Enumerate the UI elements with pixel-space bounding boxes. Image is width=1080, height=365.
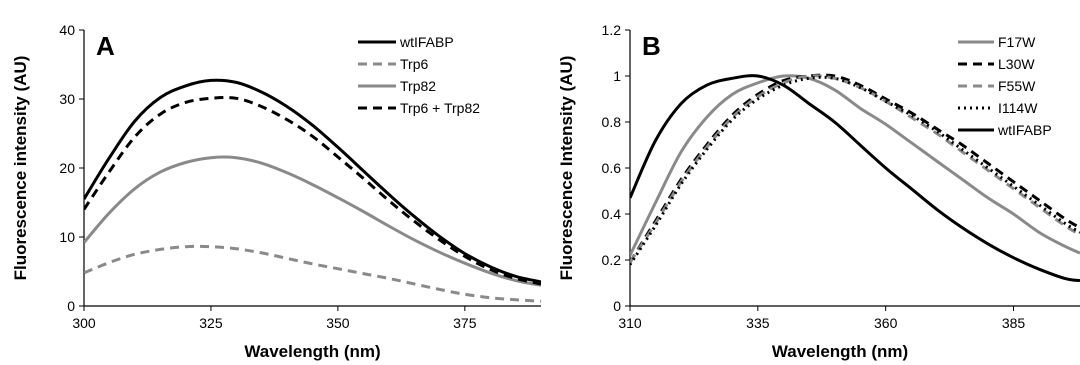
legend-label: L30W [998, 56, 1035, 72]
y-tick-label: 10 [59, 229, 75, 245]
y-tick-label: 0.6 [602, 160, 622, 176]
legend-label: I114W [998, 100, 1038, 116]
legend: wtIFABP Trp6 Trp82 Trp6 + Trp82 [358, 34, 480, 116]
series-line-trp82 [84, 155, 541, 287]
y-tick-label: 0.2 [602, 252, 622, 268]
legend-label: Trp6 [400, 56, 428, 72]
x-tick-label: 360 [874, 315, 898, 331]
series-line-wtifabp [84, 78, 541, 284]
x-tick-label: 350 [326, 315, 350, 331]
series-line-wtifabp [630, 74, 1080, 283]
y-tick-label: 0.4 [602, 206, 622, 222]
x-tick-label: 385 [1002, 315, 1026, 331]
panel-label: A [96, 31, 115, 61]
legend-label: F17W [998, 34, 1036, 50]
legend: F17W L30W F55W I114W wtIFABP [958, 34, 1052, 138]
y-axis-label: Fluorescence Intensity (AU) [557, 56, 576, 281]
y-tick-label: 20 [59, 160, 75, 176]
legend-label: wtIFABP [399, 34, 454, 50]
y-axis-label: Fluorescence intensity (AU) [11, 56, 30, 281]
series-line-trp6 [84, 244, 541, 303]
x-axis-label: Wavelength (nm) [772, 342, 908, 361]
x-tick-label: 335 [746, 315, 770, 331]
panel-label: B [642, 31, 661, 61]
x-tick-label: 310 [618, 315, 642, 331]
y-tick-label: 0 [613, 298, 621, 314]
chart-panel-a: 0 10 20 30 40 300 325 350 375 Wavelength (nm) Fluo… [11, 22, 541, 361]
y-tick-label: 40 [59, 22, 75, 38]
x-tick-label: 300 [72, 315, 96, 331]
series-line-f17w [630, 74, 1080, 257]
series-line-i114w [630, 75, 1080, 266]
y-tick-label: 1.2 [602, 22, 622, 38]
legend-label: Trp82 [400, 78, 436, 94]
y-tick-label: 0 [67, 298, 75, 314]
legend-label: wtIFABP [997, 122, 1052, 138]
y-tick-label: 1 [613, 68, 621, 84]
x-axis-label: Wavelength (nm) [244, 342, 380, 361]
x-tick-label: 375 [453, 315, 477, 331]
series-line-trp6-trp82 [84, 96, 541, 286]
chart-panel-b: 0 0.2 0.4 0.6 0.8 1 1.2 310 335 360 385 Wavelength … [557, 22, 1080, 361]
legend-label: Trp6 + Trp82 [400, 100, 480, 116]
x-tick-label: 325 [199, 315, 223, 331]
y-tick-label: 30 [59, 91, 75, 107]
legend-label: F55W [998, 78, 1036, 94]
y-tick-label: 0.8 [602, 114, 622, 130]
